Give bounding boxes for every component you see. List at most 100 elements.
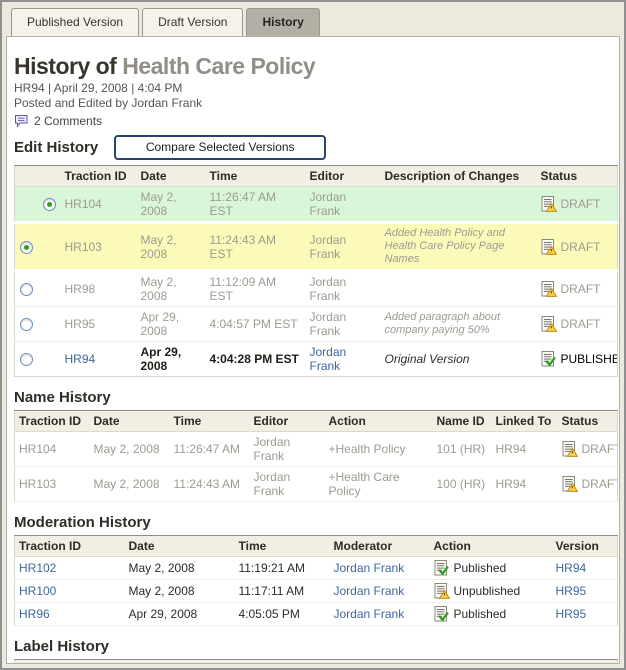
status-label: DRAFT xyxy=(561,282,601,296)
version-link[interactable]: HR95 xyxy=(556,584,587,598)
edit-history-header: Edit History Compare Selected Versions xyxy=(14,135,612,160)
traction-id-link[interactable]: HR102 xyxy=(19,561,56,575)
compare-selected-versions-button[interactable]: Compare Selected Versions xyxy=(114,135,326,160)
table-cell: HR95 xyxy=(552,603,618,626)
table-cell: HR100 xyxy=(15,580,125,603)
moderator-link[interactable]: Jordan Frank xyxy=(334,561,405,575)
radio-cell xyxy=(15,223,38,271)
name-history-row: HR103May 2, 200811:24:43 AMJordan Frank+… xyxy=(15,467,618,502)
action-label: Unpublished xyxy=(454,584,521,598)
name-history-table: Traction ID Date Time Editor Action Name… xyxy=(14,410,618,502)
name-id-cell: 100 (HR) xyxy=(433,467,492,502)
radio-cell xyxy=(38,187,61,223)
column-header: Traction ID xyxy=(15,660,140,665)
time-cell: 4:04:28 PM EST xyxy=(206,342,306,377)
editor-cell: Jordan Frank xyxy=(250,432,325,467)
status-cell: DRAFT xyxy=(537,307,618,342)
content-panel: History of Health Care Policy HR94 | Apr… xyxy=(6,36,620,664)
action-cell: +Health Policy xyxy=(325,432,433,467)
version-select-radio[interactable] xyxy=(20,241,33,254)
action-label: Published xyxy=(454,561,507,575)
table-cell: HR94 xyxy=(61,342,137,377)
status-label: PUBLISHED xyxy=(561,352,618,366)
page-frame: Published VersionDraft VersionHistory Hi… xyxy=(0,0,626,670)
draft-warning-icon xyxy=(434,583,450,599)
column-header: Status xyxy=(537,166,618,187)
version-select-radio[interactable] xyxy=(20,353,33,366)
date-cell: May 2, 2008 xyxy=(90,432,170,467)
linked-to-cell: HR94 xyxy=(492,467,558,502)
edit-history-row: HR104May 2, 200811:26:47 AM ESTJordan Fr… xyxy=(15,187,618,223)
moderation-history-row: HR102May 2, 200811:19:21 AMJordan FrankP… xyxy=(15,557,618,580)
label-history-header-row: Traction ID Date Time Labeler Action Ite… xyxy=(15,660,618,665)
page-title: History of Health Care Policy xyxy=(14,53,612,79)
status-cell: DRAFT xyxy=(537,187,618,223)
status-cell: DRAFT xyxy=(537,223,618,271)
draft-warning-icon xyxy=(541,239,557,255)
action-label: Published xyxy=(454,607,507,621)
name-history-title: Name History xyxy=(14,389,612,406)
moderator-link[interactable]: Jordan Frank xyxy=(334,607,405,621)
moderator-link[interactable]: Jordan Frank xyxy=(334,584,405,598)
status-cell: DRAFT xyxy=(558,432,618,467)
version-link[interactable]: HR95 xyxy=(556,607,587,621)
edit-history-row: HR103May 2, 200811:24:43 AM ESTJordan Fr… xyxy=(15,223,618,271)
entry-meta: HR94 | April 29, 2008 | 4:04 PM xyxy=(14,81,612,96)
column-header: Editor xyxy=(250,411,325,432)
time-cell: 4:04:57 PM EST xyxy=(206,307,306,342)
name-history-row: HR104May 2, 200811:26:47 AMJordan Frank+… xyxy=(15,432,618,467)
action-cell: Published xyxy=(430,603,552,626)
column-header: Version xyxy=(552,536,618,557)
action-cell: Published xyxy=(430,557,552,580)
traction-id-cell: HR103 xyxy=(15,467,90,502)
tab-draft-version[interactable]: Draft Version xyxy=(142,8,243,36)
status-label: DRAFT xyxy=(582,477,618,491)
column-header: Traction ID xyxy=(15,536,125,557)
moderation-history-header-row: Traction ID Date Time Moderator Action V… xyxy=(15,536,618,557)
editor-cell: Jordan Frank xyxy=(250,467,325,502)
description-cell: Added paragraph about company paying 50% xyxy=(381,307,537,342)
version-select-radio[interactable] xyxy=(20,318,33,331)
column-header: Moderator xyxy=(330,536,430,557)
date-cell: May 2, 2008 xyxy=(137,223,206,271)
traction-id-link: HR95 xyxy=(61,307,137,342)
time-cell: 11:26:47 AM EST xyxy=(206,187,306,223)
name-history-header-row: Traction ID Date Time Editor Action Name… xyxy=(15,411,618,432)
action-cell: Unpublished xyxy=(430,580,552,603)
label-history-table: Traction ID Date Time Labeler Action Ite… xyxy=(14,659,618,664)
column-header: Description of Changes xyxy=(381,166,537,187)
edit-history-title: Edit History xyxy=(14,139,98,156)
time-cell: 4:05:05 PM xyxy=(235,603,330,626)
tab-published-version[interactable]: Published Version xyxy=(11,8,139,36)
version-select-radio[interactable] xyxy=(20,283,33,296)
column-header: Time xyxy=(170,411,250,432)
radio-cell xyxy=(15,271,38,307)
date-cell: Apr 29, 2008 xyxy=(137,307,206,342)
traction-id-link[interactable]: HR94 xyxy=(65,352,96,366)
moderation-history-row: HR96Apr 29, 20084:05:05 PMJordan FrankPu… xyxy=(15,603,618,626)
status-label: DRAFT xyxy=(561,240,601,254)
page-title-prefix: History of xyxy=(14,53,116,79)
editor-link[interactable]: Jordan Frank xyxy=(310,345,347,373)
draft-warning-icon xyxy=(562,441,578,457)
draft-warning-icon xyxy=(562,476,578,492)
date-cell: May 2, 2008 xyxy=(137,187,206,223)
status-label: DRAFT xyxy=(561,197,601,211)
column-header: Time xyxy=(206,166,306,187)
column-header: Editor xyxy=(306,166,381,187)
edit-history-body: HR104May 2, 200811:26:47 AM ESTJordan Fr… xyxy=(15,187,618,377)
moderation-history-table: Traction ID Date Time Moderator Action V… xyxy=(14,535,618,626)
time-cell: 11:24:43 AM xyxy=(170,467,250,502)
column-header: Linked To xyxy=(492,411,558,432)
radio-cell xyxy=(15,187,38,223)
moderation-history-body: HR102May 2, 200811:19:21 AMJordan FrankP… xyxy=(15,557,618,626)
comments-link[interactable]: 2 Comments xyxy=(34,114,102,128)
traction-id-link[interactable]: HR100 xyxy=(19,584,56,598)
traction-id-link[interactable]: HR96 xyxy=(19,607,50,621)
tab-history[interactable]: History xyxy=(246,8,319,36)
traction-id-cell: HR104 xyxy=(15,432,90,467)
version-select-radio[interactable] xyxy=(43,198,56,211)
version-link[interactable]: HR94 xyxy=(556,561,587,575)
column-header: Date xyxy=(125,536,235,557)
draft-warning-icon xyxy=(541,281,557,297)
